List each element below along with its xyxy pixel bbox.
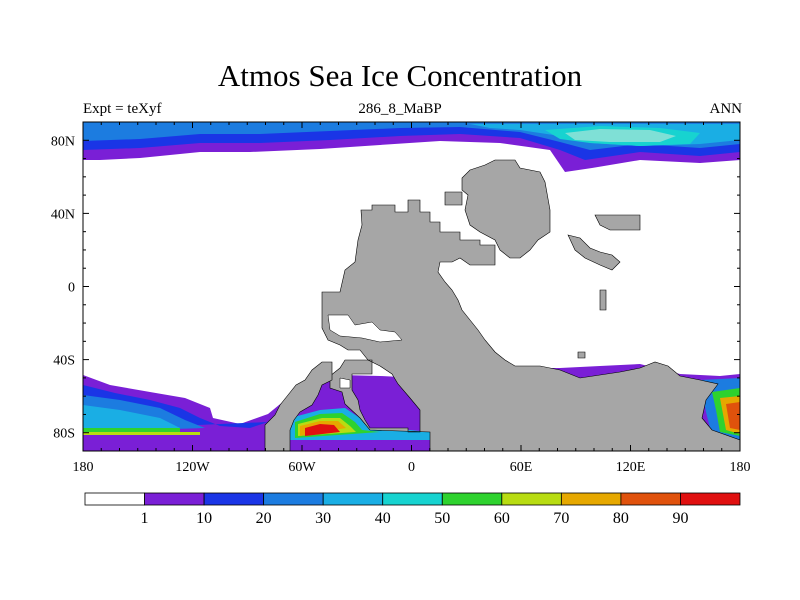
x-tick-label: 180 xyxy=(730,460,751,475)
season-label: ANN xyxy=(709,101,743,117)
y-tick-label: 40N xyxy=(51,207,75,222)
colorbar-swatch xyxy=(620,492,681,506)
colorbar-swatch xyxy=(441,492,503,506)
colorbar-label: 10 xyxy=(196,510,212,527)
colorbar-label: 90 xyxy=(672,510,688,527)
colorbar-label: 50 xyxy=(434,510,450,527)
y-tick-label: 80N xyxy=(51,134,75,149)
land-masses xyxy=(264,159,740,451)
period-label: 286_8_MaBP xyxy=(358,101,442,117)
colorbar: 1 10 20 30 40 50 60 70 80 90 xyxy=(84,492,741,527)
colorbar-swatch xyxy=(680,492,741,506)
experiment-label: Expt = teXyf xyxy=(83,101,162,117)
y-tick-label: 80S xyxy=(53,427,75,442)
axis-tick-labels: 180 120W 60W 0 60E 120E 180 80N 40N 0 40S 80S xyxy=(51,134,751,475)
x-tick-label: 120W xyxy=(175,460,210,475)
colorbar-swatch xyxy=(382,492,443,506)
inland-seas xyxy=(327,314,403,389)
colorbar-label: 20 xyxy=(256,510,272,527)
colorbar-label: 80 xyxy=(613,510,629,527)
map-title: Atmos Sea Ice Concentration xyxy=(217,58,583,93)
x-tick-label: 0 xyxy=(408,460,415,475)
arctic-sea-ice xyxy=(83,122,740,172)
colorbar-swatch xyxy=(501,492,562,506)
y-tick-label: 0 xyxy=(68,281,75,296)
x-tick-label: 60E xyxy=(510,460,533,475)
colorbar-label: 60 xyxy=(494,510,510,527)
y-tick-label: 40S xyxy=(53,354,75,369)
x-tick-label: 60W xyxy=(288,460,316,475)
colorbar-swatch xyxy=(560,492,622,506)
colorbar-swatch xyxy=(322,492,384,506)
colorbar-swatch xyxy=(203,492,265,506)
x-tick-label: 180 xyxy=(73,460,94,475)
colorbar-swatch xyxy=(84,492,145,506)
colorbar-label: 1 xyxy=(141,510,149,527)
x-tick-label: 120E xyxy=(616,460,646,475)
colorbar-label: 70 xyxy=(553,510,569,527)
colorbar-swatch xyxy=(144,492,205,506)
colorbar-label: 40 xyxy=(375,510,391,527)
colorbar-label: 30 xyxy=(315,510,331,527)
axis-ticks xyxy=(82,121,741,452)
map-area xyxy=(83,122,740,451)
colorbar-swatch xyxy=(263,492,324,506)
